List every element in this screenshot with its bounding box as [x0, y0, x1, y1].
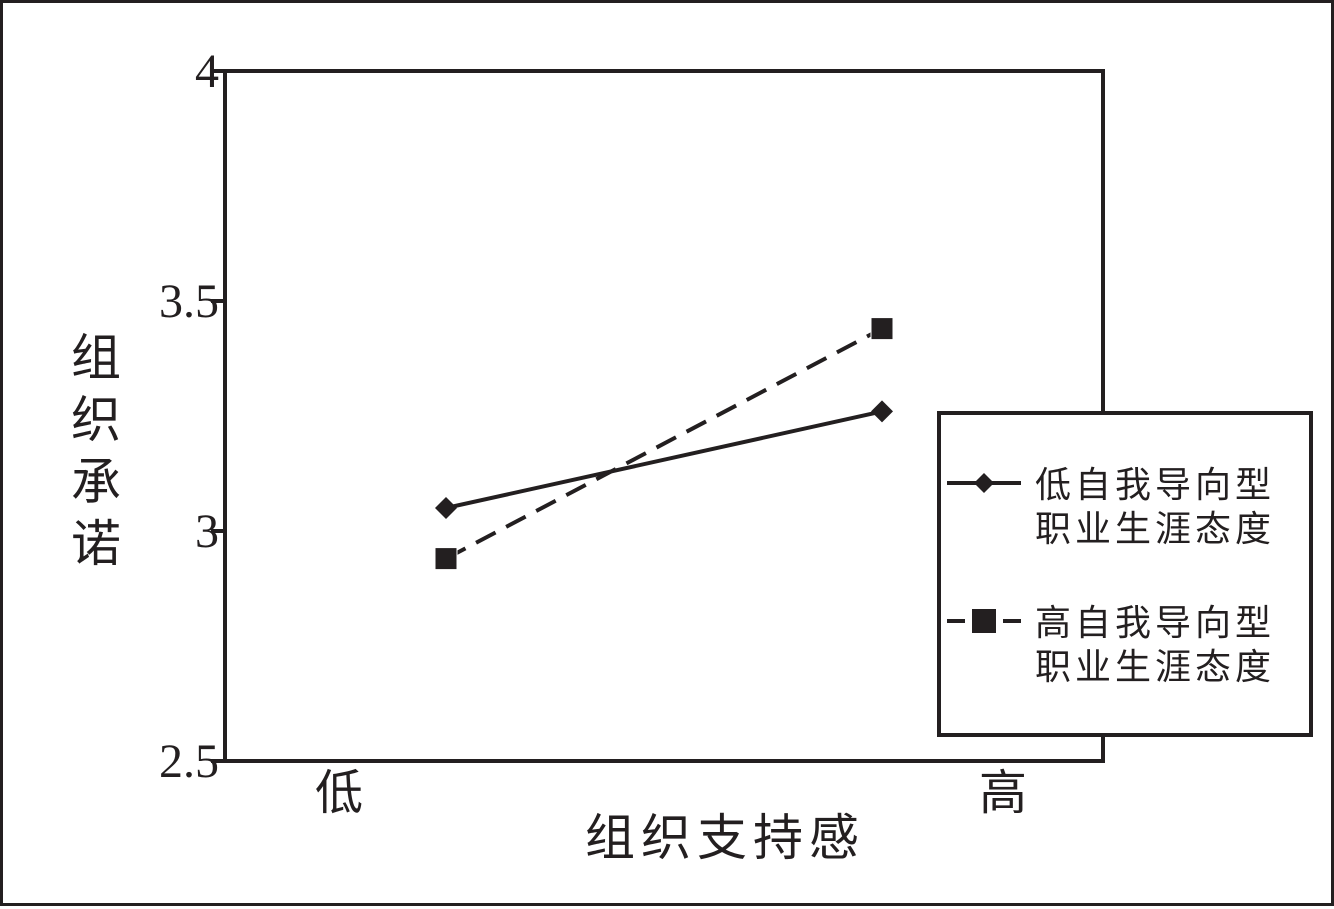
y-axis-title: 组织承诺	[71, 329, 127, 573]
y-tick-label: 3.5	[159, 275, 219, 328]
legend-item-low: 低自我导向型 职业生涯态度	[947, 465, 1275, 550]
series-layer	[434, 317, 894, 571]
legend: 低自我导向型 职业生涯态度 高自我导向型 职业生涯态度	[937, 411, 1313, 737]
data-point-diamond	[871, 400, 893, 423]
y-tick-label: 4	[195, 45, 219, 98]
legend-box	[937, 411, 1313, 737]
legend-item-high: 高自我导向型 职业生涯态度	[947, 603, 1275, 688]
y-axis-ticks: 2.5 3 3.5 4	[159, 45, 225, 788]
legend-label-low-line2: 职业生涯态度	[1035, 509, 1275, 550]
data-point-diamond	[435, 497, 457, 519]
x-category-label-high: 高	[979, 765, 1027, 821]
series-line-high	[445, 326, 883, 561]
legend-diamond-marker	[974, 473, 994, 493]
legend-label-low-line1: 低自我导向型	[1035, 465, 1275, 506]
x-category-label-low: 低	[315, 765, 363, 821]
legend-label-high-line2: 职业生涯态度	[1035, 647, 1275, 688]
data-point-square	[434, 547, 458, 571]
y-tick-label: 3	[195, 505, 219, 558]
legend-label-high-line1: 高自我导向型	[1035, 603, 1275, 644]
legend-square-marker	[972, 609, 996, 633]
y-tick-label: 2.5	[159, 735, 219, 788]
data-point-square	[870, 317, 894, 341]
series-line-low	[445, 409, 883, 510]
x-axis-title: 组织支持感	[585, 809, 865, 867]
line-chart: 2.5 3 3.5 4 组织承诺 低 高 组织支持感 低自我导向型 职业生涯态度 高自…	[71, 45, 1313, 867]
